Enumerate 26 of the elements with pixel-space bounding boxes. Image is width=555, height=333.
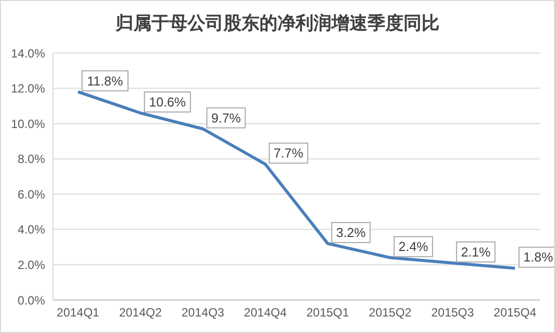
- y-tick-label: 10.0%: [10, 116, 46, 131]
- data-label: 9.7%: [211, 110, 242, 126]
- data-label: 3.2%: [336, 225, 366, 240]
- y-tick-label: 14.0%: [10, 46, 46, 60]
- x-tick-label: 2014Q3: [182, 306, 225, 320]
- y-tick-label: 8.0%: [18, 152, 46, 166]
- data-label: 2.4%: [398, 239, 429, 254]
- x-tick-label: 2015Q2: [368, 306, 412, 320]
- data-label: 10.6%: [148, 94, 186, 110]
- y-tick-label: 4.0%: [18, 222, 46, 237]
- y-tick-label: 2.0%: [18, 258, 46, 272]
- x-tick-label: 2014Q1: [56, 306, 100, 320]
- line-series: [76, 90, 516, 270]
- chart-title: 归属于母公司股东的净利润增速季度同比: [114, 12, 440, 35]
- y-tick-label: 0.0%: [18, 293, 46, 308]
- x-tick-label: 2015Q3: [431, 306, 474, 320]
- y-tick-label: 12.0%: [10, 82, 46, 96]
- y-tick-label: 6.0%: [18, 187, 46, 202]
- data-label: 1.8%: [523, 250, 554, 265]
- x-tick-label: 2015Q4: [494, 306, 537, 320]
- x-tick-label: 2015Q1: [306, 306, 350, 320]
- data-label: 11.8%: [87, 73, 124, 88]
- x-tick-label: 2014Q4: [244, 306, 287, 320]
- x-tick-label: 2014Q2: [119, 306, 162, 320]
- data-label: 2.1%: [460, 244, 492, 260]
- data-label: 7.7%: [274, 146, 304, 161]
